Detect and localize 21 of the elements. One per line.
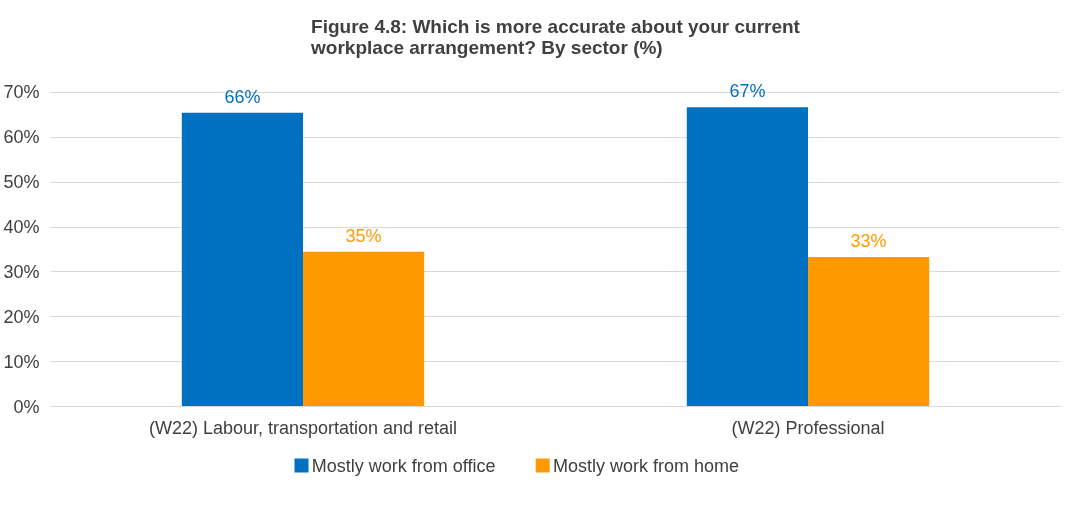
- bar: [808, 257, 930, 407]
- x-tick-label: (W22) Professional: [731, 417, 885, 438]
- y-tick-label: 70%: [3, 82, 40, 103]
- data-label: 33%: [850, 231, 887, 252]
- y-tick-label: 50%: [3, 172, 40, 193]
- data-label: 67%: [729, 81, 766, 102]
- y-tick-label: 10%: [3, 351, 40, 372]
- data-label: 35%: [345, 225, 382, 246]
- y-tick-label: 30%: [3, 261, 40, 282]
- data-label: 66%: [224, 86, 261, 107]
- y-tick-label: 40%: [3, 217, 40, 238]
- legend-label: Mostly work from home: [552, 455, 740, 476]
- y-tick-label: 20%: [3, 306, 40, 327]
- x-tick-label: (W22) Labour, transportation and retail: [148, 417, 458, 438]
- y-tick-label: 0%: [13, 396, 40, 417]
- bar: [686, 107, 808, 407]
- chart-title: Figure 4.8: Which is more accurate about your current workplace arrangement? By sector (%): [310, 15, 801, 58]
- legend-label: Mostly work from office: [311, 455, 496, 476]
- y-tick-label: 60%: [3, 127, 40, 148]
- bar: [181, 112, 303, 407]
- bar: [303, 251, 425, 407]
